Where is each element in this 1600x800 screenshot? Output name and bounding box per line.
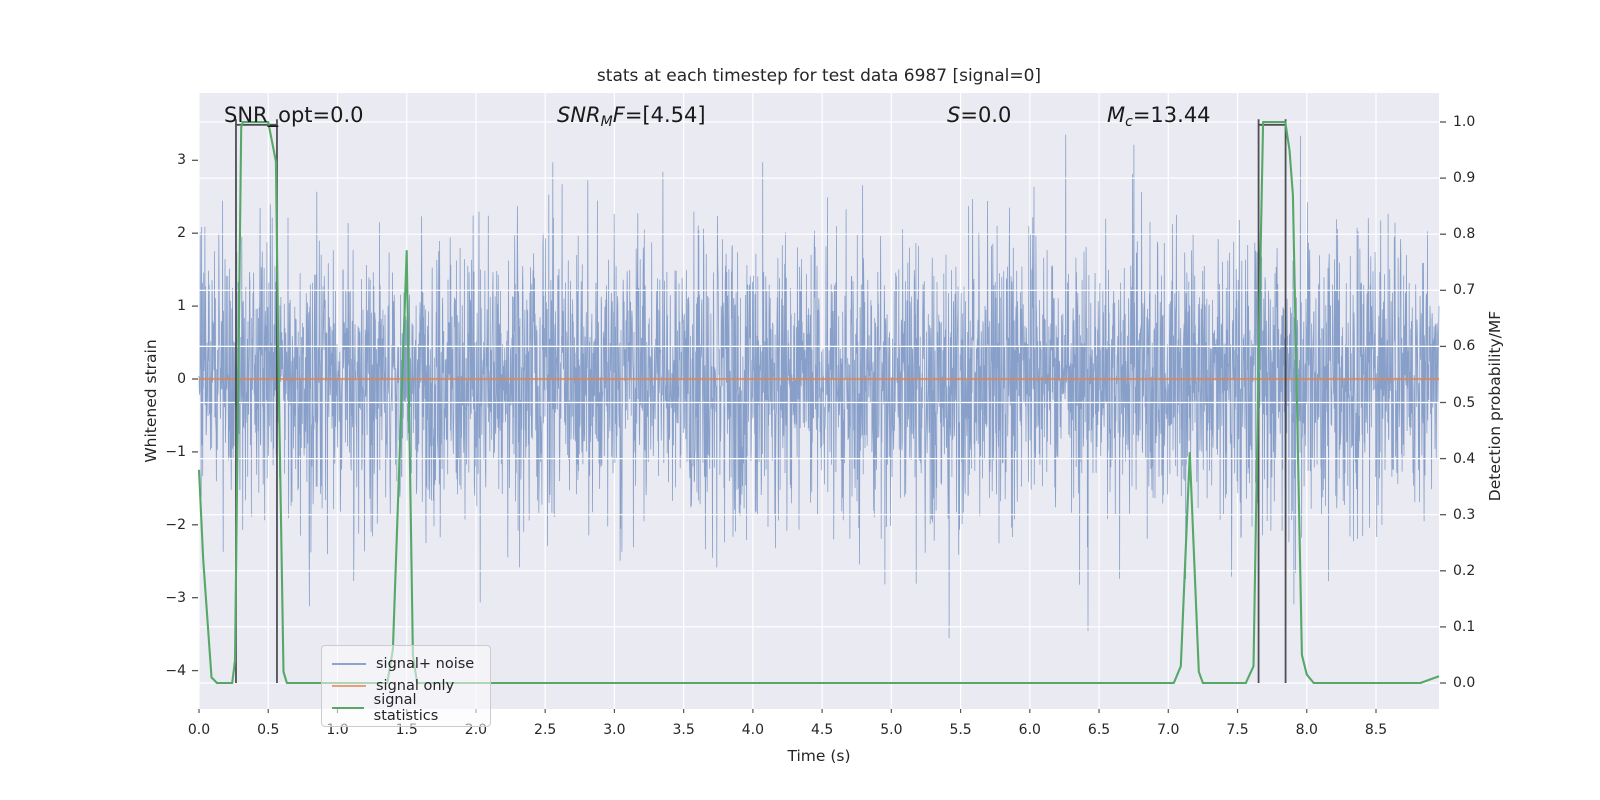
y-right-tick-label: 0.0 — [1453, 675, 1476, 691]
y-right-tick-label: 0.9 — [1453, 170, 1476, 187]
y-right-tick-label: 0.6 — [1453, 338, 1476, 355]
legend-label: signal statistics — [373, 692, 439, 724]
y-left-tick-label: 0 — [177, 371, 186, 387]
annotation-part: M — [600, 114, 613, 130]
y-left-tick-label: 3 — [177, 152, 186, 169]
legend-label: signal+ noise — [376, 656, 475, 672]
x-tick-label: 0.0 — [187, 722, 211, 738]
legend-line-swatch — [332, 685, 366, 687]
x-tick-label: 6.5 — [1087, 722, 1111, 738]
annotation-part: =[4.54] — [624, 103, 706, 127]
annotation-part: SNR_opt=0.0 — [224, 103, 364, 127]
x-tick-label: 4.5 — [810, 722, 834, 738]
x-tick-label: 7.5 — [1226, 722, 1249, 738]
y-right-tick-label: 0.1 — [1453, 618, 1476, 635]
annotation-snr-mf: SNRMF=[4.54] — [557, 103, 706, 130]
annotation-s-stat: S=0.0 — [947, 103, 1011, 127]
legend-line-swatch — [332, 663, 366, 665]
x-tick-label: 5.0 — [880, 722, 903, 738]
x-tick-label: 6.0 — [1018, 722, 1041, 738]
x-tick-label: 7.0 — [1157, 722, 1180, 738]
annotation-part: SNR — [557, 103, 601, 127]
annotation-part: S — [947, 103, 961, 127]
annotation-part: =0.0 — [960, 103, 1012, 127]
y-left-tick-label: 1 — [177, 298, 186, 315]
legend-entry: signal+ noise — [332, 653, 478, 675]
y-right-tick-label: 0.5 — [1453, 394, 1476, 411]
axes-background — [199, 93, 1439, 709]
legend-entry: signal only — [332, 675, 478, 697]
legend: signal+ noise signal only signal statistic… — [321, 645, 491, 727]
x-axis-label: Time (s) — [787, 747, 851, 765]
y-right-tick-label: 0.4 — [1453, 450, 1476, 467]
y-right-tick-label: 0.8 — [1453, 226, 1476, 243]
annotation-m-chirp: Mc=13.44 — [1107, 103, 1211, 130]
y-right-tick-label: 0.3 — [1453, 506, 1476, 523]
y-right-tick-label: 1.0 — [1453, 114, 1476, 130]
y-left-tick-label: −4 — [165, 662, 186, 679]
legend-entry: signal statistics — [332, 692, 478, 724]
y-left-tick-label: −1 — [165, 443, 186, 460]
y-left-tick-label: −3 — [165, 589, 186, 606]
x-tick-label: 3.0 — [603, 722, 626, 738]
legend-line-swatch — [332, 707, 364, 709]
annotation-part: c — [1125, 114, 1133, 130]
x-tick-label: 3.5 — [672, 722, 695, 738]
annotation-snr-opt: SNR_opt=0.0 — [224, 103, 364, 127]
annotation-part: M — [1107, 103, 1126, 127]
x-tick-label: 0.5 — [257, 722, 280, 738]
legend-label: signal only — [376, 678, 455, 694]
y-right-tick-label: 0.2 — [1453, 562, 1476, 579]
series-signal-plus-noise — [198, 134, 1440, 639]
y-right-tick-label: 0.7 — [1453, 282, 1476, 299]
x-tick-label: 2.5 — [534, 722, 557, 738]
x-tick-label: 4.0 — [741, 722, 765, 738]
x-tick-label: 8.0 — [1295, 722, 1318, 738]
y-right-axis-label: Detection probability/MF — [1486, 310, 1504, 502]
x-tick-label: 8.5 — [1364, 722, 1388, 738]
x-tick-label: 5.5 — [949, 722, 972, 738]
annotation-part: =13.44 — [1132, 103, 1211, 127]
y-left-tick-label: 2 — [177, 225, 186, 242]
chart-title: stats at each timestep for test data 698… — [596, 66, 1042, 86]
annotation-part: F — [612, 103, 625, 127]
y-left-tick-label: −2 — [165, 516, 186, 533]
